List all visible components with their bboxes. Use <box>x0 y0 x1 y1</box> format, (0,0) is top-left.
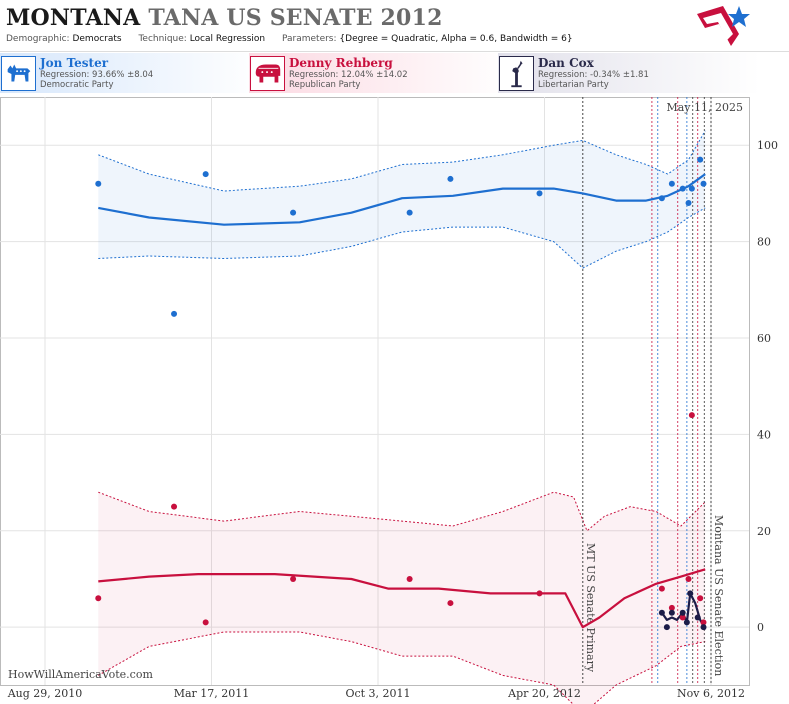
confidence-band <box>98 492 706 704</box>
y-tick-label: 40 <box>757 428 771 441</box>
poll-point <box>536 590 543 597</box>
poll-point <box>687 590 694 597</box>
poll-point <box>679 609 686 616</box>
technique-value: Local Regression <box>189 34 266 44</box>
x-tick-label: Nov 6, 2012 <box>677 687 745 700</box>
poll-point <box>406 209 413 216</box>
title-state: MONTANA <box>6 5 141 31</box>
y-tick-label: 80 <box>757 236 771 249</box>
candidate-card-tester[interactable]: Jon Tester Regression: 93.66% ±8.04 Demo… <box>0 53 262 93</box>
band-lower-line <box>98 631 706 704</box>
poll-point <box>658 585 665 592</box>
plot-frame <box>0 97 750 686</box>
candidate-party: Democratic Party <box>40 80 114 90</box>
chart-axes: 0 20 40 60 80 100 Aug 29, 2010 Mar 17, 2011 Oct … <box>7 139 778 700</box>
candidate-regression: Regression: 12.04% ±14.02 <box>289 70 408 80</box>
poll-point <box>668 604 675 611</box>
band-upper-line <box>98 130 706 192</box>
poll-point <box>290 575 297 582</box>
poll-point <box>668 609 675 616</box>
y-tick-label: 20 <box>757 525 771 538</box>
poll-point <box>202 171 209 178</box>
event-label: Montana US Senate Election <box>712 515 725 676</box>
poll-point <box>697 595 704 602</box>
poll-point <box>290 209 297 216</box>
donkey-icon <box>1 56 36 91</box>
candidate-name: Jon Tester <box>40 56 109 70</box>
parameters-value: {Degree = Quadratic, Alpha = 0.6, Bandwi… <box>339 34 573 44</box>
regression-line <box>98 568 706 629</box>
poll-point <box>663 624 670 631</box>
parameters-label: Parameters: <box>281 34 337 44</box>
poll-point <box>688 412 695 419</box>
poll-point <box>95 180 102 187</box>
band-lower-line <box>98 207 706 269</box>
poll-point <box>171 503 178 510</box>
poll-point <box>679 185 686 192</box>
page-title: MONTANA TANA US SENATE 2012 <box>6 5 443 31</box>
poll-point <box>447 175 454 182</box>
poll-point <box>668 180 675 187</box>
candidate-regression: Regression: -0.34% ±1.81 <box>538 70 649 80</box>
demographic-value: Democrats <box>72 34 122 44</box>
date-stamp: May 11, 2025 <box>666 101 743 114</box>
candidate-party: Republican Party <box>289 80 361 90</box>
x-tick-label: Oct 3, 2011 <box>345 687 410 700</box>
statue-of-liberty-icon <box>499 56 534 91</box>
x-tick-label: Mar 17, 2011 <box>174 687 250 700</box>
poll-point <box>658 609 665 616</box>
poll-point <box>406 575 413 582</box>
poll-point <box>683 619 690 626</box>
candidate-name: Denny Rehberg <box>289 56 393 70</box>
chart-header: MONTANA TANA US SENATE 2012 Demographic:… <box>0 0 789 52</box>
watermark: HowWillAmericaVote.com <box>8 668 153 681</box>
poll-point <box>697 156 704 163</box>
poll-point <box>679 614 686 621</box>
senate-poll-chart: MT US Senate Primary Montana US Senate El… <box>0 97 778 704</box>
event-label: MT US Senate Primary <box>584 543 597 673</box>
site-logo-icon[interactable] <box>693 4 751 48</box>
candidate-regression: Regression: 93.66% ±8.04 <box>40 70 154 80</box>
elephant-icon <box>250 56 285 91</box>
poll-point <box>95 595 102 602</box>
poll-point <box>171 310 178 317</box>
parameters-line: Demographic: Democrats Technique: Local … <box>6 34 587 44</box>
y-tick-label: 60 <box>757 332 771 345</box>
poll-point <box>700 624 707 631</box>
poll-point <box>202 619 209 626</box>
title-rest: TANA US SENATE 2012 <box>148 5 443 31</box>
confidence-bands <box>98 130 706 704</box>
poll-point <box>685 575 692 582</box>
poll-point <box>447 600 454 607</box>
demographic-label: Demographic: <box>6 34 70 44</box>
event-lines: MT US Senate Primary Montana US Senate El… <box>582 97 725 685</box>
y-tick-label: 0 <box>757 621 764 634</box>
candidate-name: Dan Cox <box>538 56 594 70</box>
poll-point <box>700 180 707 187</box>
candidate-card-rehberg[interactable]: Denny Rehberg Regression: 12.04% ±14.02 … <box>249 53 511 93</box>
x-tick-label: Apr 20, 2012 <box>507 687 581 700</box>
y-tick-label: 100 <box>757 139 778 152</box>
band-upper-line <box>98 491 706 532</box>
poll-point <box>658 195 665 202</box>
x-tick-label: Aug 29, 2010 <box>7 687 83 700</box>
poll-point <box>694 614 701 621</box>
poll-point <box>685 200 692 207</box>
candidate-card-cox[interactable]: Dan Cox Regression: -0.34% ±1.81 Liberta… <box>498 53 760 93</box>
poll-points <box>95 156 707 631</box>
technique-label: Technique: <box>138 34 187 44</box>
candidate-legend: Jon Tester Regression: 93.66% ±8.04 Demo… <box>0 53 789 93</box>
poll-point <box>688 185 695 192</box>
candidate-party: Libertarian Party <box>538 80 609 90</box>
poll-point <box>700 619 707 626</box>
poll-point <box>536 190 543 197</box>
